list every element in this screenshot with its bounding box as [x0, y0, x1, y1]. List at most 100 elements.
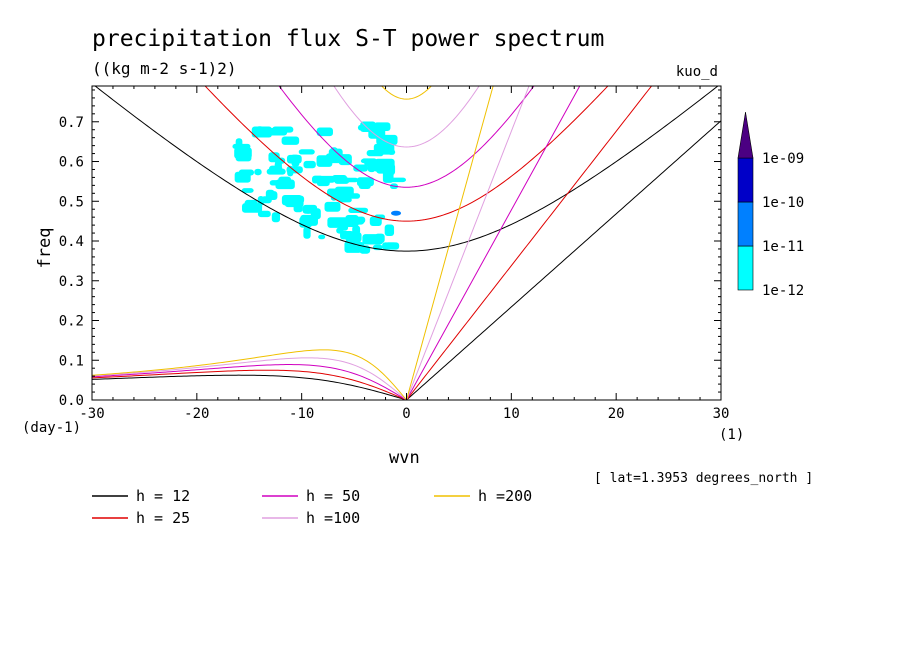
colorbar-segment [737, 157, 754, 203]
kelvin-curve [406, 86, 530, 400]
plot-frame [91, 85, 722, 401]
colorbar-segment [737, 201, 754, 247]
spectrum-patch [271, 212, 281, 223]
rossby-curve [92, 369, 407, 400]
spectrum-patch [244, 199, 258, 210]
spectrum-patch [254, 168, 262, 176]
spectrum-patch [358, 181, 371, 190]
gravity-curve [94, 86, 719, 252]
spectrum-patch [336, 194, 348, 201]
spectrum-patch [293, 198, 302, 204]
x-tick-label: -30 [79, 406, 104, 422]
spectrum-patch [257, 210, 271, 218]
spectrum-patch [331, 175, 348, 181]
y-tick-label: 0.0 [59, 393, 84, 409]
spectrum-patch [344, 241, 362, 253]
spectrum-patch [375, 159, 386, 169]
gravity-curve [278, 86, 535, 188]
colorbar-segment [737, 245, 754, 291]
y-tick-label: 0.6 [59, 155, 84, 171]
colorbar-label: 1e-10 [762, 195, 804, 211]
kelvin-curve [406, 86, 494, 400]
colorbar-extend-arrow [737, 111, 754, 159]
spectrum-patch [298, 149, 315, 155]
colorbar-label: 1e-11 [762, 239, 804, 255]
legend-label: h =100 [306, 509, 360, 527]
x-tick-label: 20 [608, 406, 625, 422]
rossby-curve [92, 357, 407, 400]
gravity-curve [333, 86, 480, 148]
y-units: (day-1) [22, 420, 81, 436]
x-tick-label: -20 [184, 406, 209, 422]
spectrum-patch [330, 189, 338, 201]
spectrum-patch [303, 226, 311, 239]
spectrum-patch [281, 136, 300, 145]
spectrum-patch [382, 170, 394, 183]
rossby-curve [92, 374, 407, 400]
spectrum-patch [256, 126, 264, 131]
chart-units: ((kg m-2 s-1)2) [92, 59, 237, 78]
spectrum-patch [234, 171, 251, 183]
spectrum-patch [338, 223, 349, 231]
spectrum-patch [382, 242, 400, 250]
dispersion-curves [92, 86, 721, 400]
spectrum-patch [316, 177, 330, 187]
x-tick-label: 10 [503, 406, 520, 422]
x-axis-label: wvn [389, 448, 420, 468]
y-tick-label: 0.1 [59, 353, 84, 369]
y-tick-label: 0.4 [59, 234, 84, 250]
chart-title: precipitation flux S-T power spectrum [92, 26, 604, 52]
kelvin-curve [406, 120, 721, 400]
spectrum-patch [345, 232, 362, 243]
legend-label: h = 25 [136, 509, 190, 527]
x-units: (1) [719, 427, 744, 443]
spectrum-patch [286, 154, 302, 164]
legend-label: h = 12 [136, 487, 190, 505]
x-tick-label: 0 [402, 406, 410, 422]
gravity-curve [204, 86, 609, 222]
spectrum-peak [391, 210, 402, 216]
kelvin-curve [406, 86, 581, 400]
y-axis-label: freq [35, 228, 55, 269]
spectrum-patch [334, 186, 354, 197]
spectrum-patch [266, 168, 286, 175]
spectrum-patch [310, 208, 321, 220]
spectrum-patch [241, 188, 254, 193]
colorbar: 1e-12 1e-11 1e-10 1e-09 [737, 111, 804, 299]
spectrum-patch [235, 151, 252, 162]
spectrum-patch [345, 215, 359, 228]
spectrum-patch [373, 122, 391, 131]
spectrum-patch [275, 179, 295, 190]
spectrum-patch [318, 234, 326, 240]
spectrum-patch [353, 164, 368, 172]
dataset-label: kuo_d [676, 64, 718, 80]
spectrum-patch [268, 191, 278, 200]
spectrum-patch [274, 157, 286, 164]
legend: h = 12 h = 25 h = 50 h =100 h =200 [92, 487, 532, 527]
spectrum-patch [366, 150, 384, 157]
y-tick-label: 0.5 [59, 194, 84, 210]
axis-ticks: -30 -20 -10 0 10 20 30 0.0 0.1 0.2 0.3 0.4 0.5 0.6 0.7 [59, 86, 730, 422]
rossby-curve [92, 364, 407, 400]
y-tick-label: 0.3 [59, 274, 84, 290]
latitude-note: [ lat=1.3953 degrees_north ] [594, 471, 813, 486]
y-tick-label: 0.2 [59, 314, 84, 330]
spectrum-patch [388, 149, 396, 155]
spectrum-patch [293, 203, 303, 213]
legend-label: h =200 [478, 487, 532, 505]
spectrum-patch [235, 138, 243, 149]
spectrum-patch [324, 201, 341, 212]
x-tick-label: 30 [713, 406, 730, 422]
spectrum-patch [374, 233, 385, 243]
colorbar-label: 1e-09 [762, 151, 804, 167]
spectrum-patch [316, 127, 333, 137]
spectrum-patch [305, 209, 312, 214]
spectrum-patch [316, 155, 333, 167]
legend-label: h = 50 [306, 487, 360, 505]
x-tick-label: -10 [289, 406, 314, 422]
y-tick-label: 0.7 [59, 115, 84, 131]
rossby-curve [92, 349, 407, 400]
colorbar-label: 1e-12 [762, 283, 804, 299]
gravity-curve [381, 86, 432, 100]
